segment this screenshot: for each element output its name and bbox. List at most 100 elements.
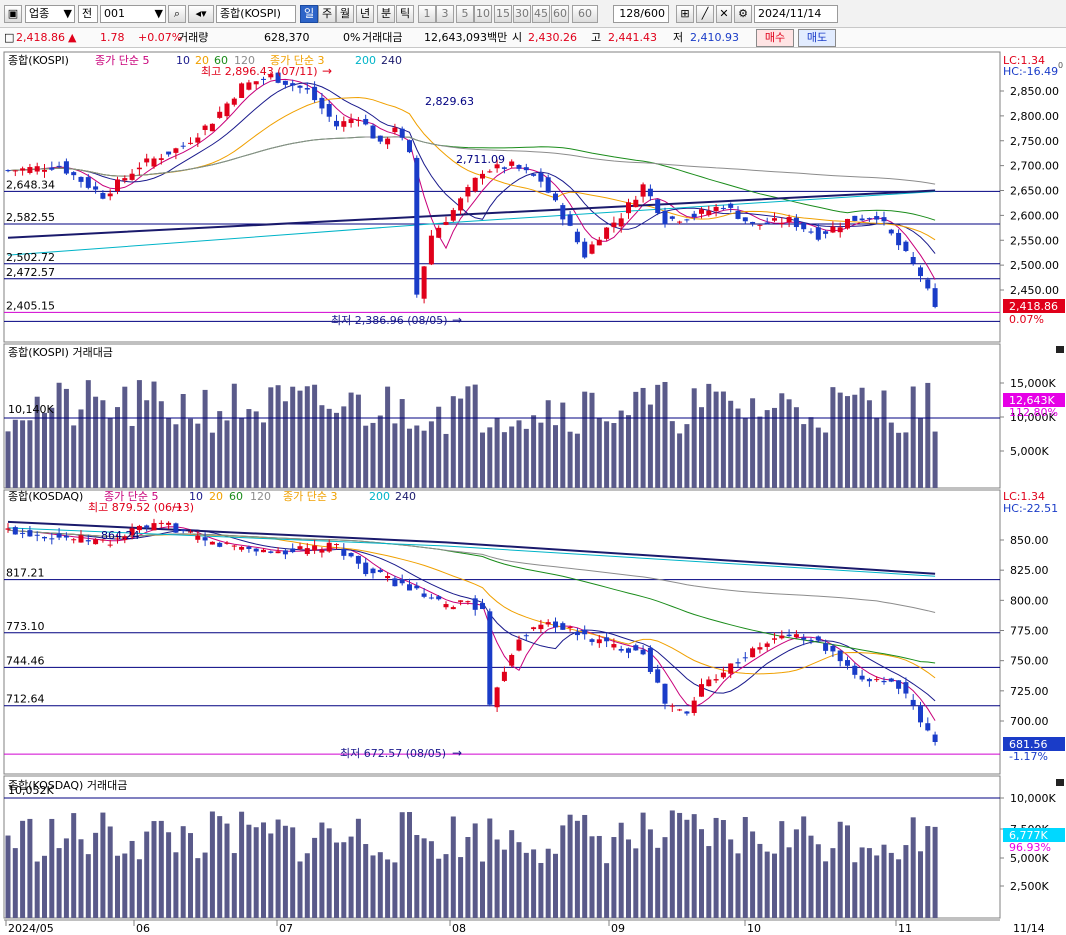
- period-tab-1[interactable]: 주: [318, 5, 336, 23]
- interval-button-2[interactable]: 5: [456, 5, 474, 23]
- interval-button-8[interactable]: 60: [572, 5, 598, 23]
- kospi-volume-bar-28: [209, 432, 215, 488]
- kosdaq-candle-64: [472, 598, 478, 610]
- kosdaq-volume-bar-77: [567, 814, 573, 918]
- kospi-volume-bar-119: [874, 417, 880, 488]
- kosdaq-candle-59: [436, 596, 442, 600]
- kospi-volume-bar-12: [93, 396, 99, 488]
- kosdaq-candle-95: [699, 684, 704, 697]
- kospi-candle-71: [523, 167, 529, 171]
- kospi-legend-ma200: 200: [355, 54, 376, 67]
- kosdaq-hline-label-0: 817.21: [6, 567, 45, 580]
- kosdaq-volume-bar-74: [545, 848, 551, 918]
- gear-icon[interactable]: ⚙: [734, 5, 752, 23]
- code-input[interactable]: 001 ▼: [100, 5, 166, 23]
- close-icon[interactable]: ✕: [716, 5, 732, 23]
- kospi-candle-97: [713, 206, 719, 212]
- period-tab-5[interactable]: 틱: [396, 5, 414, 23]
- kospi-candle-59: [436, 227, 442, 238]
- kosdaq-volume-bar-118: [866, 848, 872, 918]
- chevron-down-icon: ▼: [154, 7, 163, 20]
- chart-area[interactable]: 종합(KOSPI) 종가 단순 5 10 20 60 120 종가 단순 3 2…: [0, 50, 1066, 935]
- kospi-legend-ma60: 60: [214, 54, 228, 67]
- info-icon: □: [4, 31, 15, 44]
- kosdaq-volume-bar-117: [859, 847, 865, 918]
- kosdaq-candle-86: [633, 645, 639, 651]
- kosdaq-candle-53: [392, 578, 398, 587]
- kosdaq-volume-bar-65: [480, 861, 485, 918]
- kospi-candle-28: [209, 123, 215, 132]
- kosdaq-volume-maximize-icon[interactable]: [1056, 779, 1064, 786]
- kospi-candle-36: [268, 74, 274, 78]
- kospi-volume-current-pct: 112.80%: [1009, 406, 1058, 419]
- kosdaq-volume-tick-label-0: 10,000K: [1010, 792, 1056, 805]
- kospi-candle-125: [918, 267, 923, 277]
- kospi-volume-bar-0: [5, 431, 11, 488]
- kospi-candle-22: [166, 151, 172, 155]
- kosdaq-volume-bar-24: [180, 826, 186, 918]
- kospi-volume-bar-19: [144, 400, 150, 488]
- window-icon[interactable]: ▣: [4, 5, 22, 23]
- interval-button-3[interactable]: 10: [474, 5, 492, 23]
- kosdaq-current-price-label: 681.56: [1009, 738, 1048, 751]
- buy-button[interactable]: 매수: [756, 29, 794, 47]
- interval-button-7[interactable]: 60: [551, 5, 569, 23]
- kospi-volume-line-label: 10,140K: [8, 403, 54, 416]
- draw-line-icon[interactable]: ╱: [696, 5, 714, 23]
- kospi-hmark: 0: [1058, 61, 1063, 70]
- kospi-candle-65: [480, 173, 485, 179]
- speaker-icon[interactable]: ◂▾: [188, 5, 214, 23]
- kosdaq-panel: [3, 489, 1001, 775]
- date-field[interactable]: 2024/11/14: [754, 5, 838, 23]
- index-name-field: 종합(KOSPI): [216, 5, 296, 23]
- kosdaq-volume-bar-67: [494, 839, 500, 918]
- interval-button-6[interactable]: 45: [532, 5, 550, 23]
- period-tab-0[interactable]: 일: [300, 5, 318, 23]
- kospi-candle-40: [297, 85, 303, 88]
- kosdaq-volume-bar-113: [830, 848, 836, 918]
- kosdaq-volume-bar-5: [42, 855, 47, 918]
- kospi-candle-92: [677, 221, 683, 223]
- sell-button[interactable]: 매도: [798, 29, 836, 47]
- kosdaq-candle-90: [662, 683, 668, 704]
- kospi-volume-bar-6: [49, 407, 55, 488]
- kospi-candle-61: [450, 210, 456, 221]
- search-icon[interactable]: ⌕: [168, 5, 186, 23]
- kosdaq-legend-ma2-label: 종가 단순: [283, 490, 327, 503]
- kosdaq-volume-bar-110: [808, 835, 814, 918]
- unit-select[interactable]: 전: [78, 5, 98, 23]
- kospi-volume-bar-59: [436, 406, 442, 488]
- kosdaq-candle-71: [523, 635, 529, 637]
- kospi-legend-ma3: 3: [317, 54, 324, 67]
- kosdaq-candle-93: [684, 711, 690, 714]
- kospi-volume-bar-78: [574, 433, 580, 488]
- kospi-volume-bar-39: [290, 386, 296, 488]
- period-tab-4[interactable]: 분: [377, 5, 395, 23]
- kospi-volume-bar-113: [830, 387, 836, 488]
- interval-button-5[interactable]: 30: [513, 5, 531, 23]
- kospi-volume-bar-73: [538, 422, 544, 488]
- kospi-volume-bar-80: [589, 392, 595, 488]
- period-tab-2[interactable]: 월: [336, 5, 354, 23]
- interval-button-0[interactable]: 1: [418, 5, 436, 23]
- interval-button-1[interactable]: 3: [436, 5, 454, 23]
- period-tab-3[interactable]: 년: [356, 5, 374, 23]
- x-axis-label-6: 11: [898, 922, 912, 935]
- chart-tools-icon[interactable]: ⊞: [676, 5, 694, 23]
- kosdaq-tick-label-2: 800.00: [1010, 594, 1049, 607]
- kosdaq-volume-bar-26: [195, 858, 201, 918]
- kosdaq-volume-bar-96: [706, 846, 712, 918]
- kospi-volume-bar-75: [553, 425, 558, 488]
- kospi-candle-33: [246, 82, 252, 90]
- kosdaq-candle-103: [757, 647, 763, 650]
- category-select[interactable]: 업종 ▼: [25, 5, 75, 23]
- kospi-reference-lines: [4, 190, 1000, 322]
- interval-button-4[interactable]: 15: [494, 5, 512, 23]
- kospi-ma120-line: [7, 136, 936, 185]
- kosdaq-candle-117: [859, 675, 865, 680]
- kospi-volume-maximize-icon[interactable]: [1056, 346, 1064, 353]
- kospi-hc-label: HC:-16.49: [1003, 65, 1058, 78]
- kospi-candle-16: [122, 178, 128, 181]
- kosdaq-volume-bars: [4, 797, 1000, 918]
- count-field[interactable]: 128/600: [613, 5, 669, 23]
